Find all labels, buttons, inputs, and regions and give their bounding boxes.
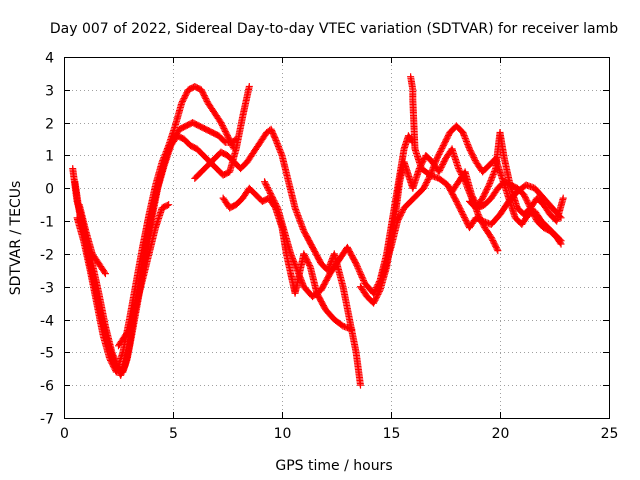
x-tick-label: 15 xyxy=(383,426,401,442)
y-tick-label: 0 xyxy=(45,182,54,198)
data-point xyxy=(358,273,366,281)
y-tick-label: -5 xyxy=(40,346,54,362)
data-points xyxy=(69,73,567,389)
data-point xyxy=(359,276,367,284)
data-point xyxy=(375,287,383,295)
y-tick-label: 4 xyxy=(45,51,54,67)
data-point xyxy=(306,262,314,270)
data-point xyxy=(353,263,361,271)
x-tick-label: 25 xyxy=(601,426,619,442)
y-tick-label: -3 xyxy=(40,281,54,297)
data-point xyxy=(357,270,365,278)
data-point xyxy=(355,266,363,274)
data-point xyxy=(493,245,501,253)
data-point xyxy=(357,272,365,280)
data-point xyxy=(557,240,565,248)
x-tick-label: 20 xyxy=(492,426,510,442)
x-tick-label: 0 xyxy=(60,426,69,442)
axis-ticks: 0 5 10 15 20 25 -7 -6 -5 -4 -3 -2 -1 0 1 2 3 4 xyxy=(40,51,618,443)
y-tick-label: -1 xyxy=(40,215,54,231)
data-point xyxy=(273,203,281,211)
data-point xyxy=(354,264,362,272)
y-tick-label: 1 xyxy=(45,149,54,165)
data-point xyxy=(352,260,360,268)
data-point xyxy=(359,275,367,283)
data-point xyxy=(353,261,361,269)
series-track-k xyxy=(407,73,565,232)
series-track-c xyxy=(73,83,238,376)
data-point xyxy=(232,135,240,143)
series-track-e xyxy=(115,201,173,350)
data-point xyxy=(484,182,492,190)
series-track-m xyxy=(448,168,565,248)
y-tick-label: -7 xyxy=(40,412,54,428)
x-tick-label: 5 xyxy=(169,426,178,442)
data-point xyxy=(245,83,253,91)
plot-frame xyxy=(64,57,610,419)
data-point xyxy=(559,194,567,202)
series-track-d xyxy=(75,201,109,278)
y-tick-label: -6 xyxy=(40,379,54,395)
y-tick-label: -2 xyxy=(40,248,54,264)
y-tick-label: 3 xyxy=(45,84,54,100)
data-point xyxy=(101,270,109,278)
data-point xyxy=(356,269,364,277)
series-track-l xyxy=(465,128,567,225)
data-point xyxy=(356,381,364,389)
data-point xyxy=(348,325,356,333)
data-point xyxy=(355,267,363,275)
x-tick-label: 10 xyxy=(274,426,292,442)
y-axis-label: SDTVAR / TECUs xyxy=(8,181,24,296)
data-point xyxy=(494,247,502,255)
x-axis-label: GPS time / hours xyxy=(275,458,392,474)
y-tick-label: -4 xyxy=(40,314,54,330)
y-tick-label: 2 xyxy=(45,117,54,133)
chart-title: Day 007 of 2022, Sidereal Day-to-day VTE… xyxy=(50,21,618,37)
data-point xyxy=(165,201,173,209)
data-point xyxy=(230,145,238,153)
series-track-f xyxy=(191,125,364,389)
data-point xyxy=(229,143,237,151)
data-point xyxy=(100,268,108,276)
data-point xyxy=(163,201,171,209)
data-point xyxy=(556,239,564,247)
